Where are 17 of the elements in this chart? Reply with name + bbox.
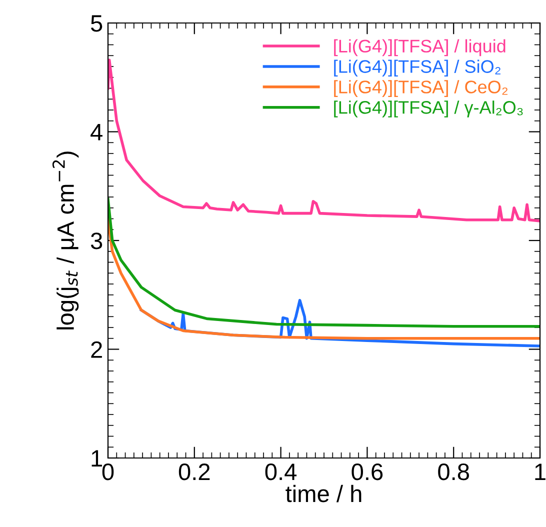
x-tick-label: 0.6: [352, 463, 383, 480]
y-tick-label: 1: [92, 450, 102, 467]
legend-label: [Li(G4)][TFSA] / liquid: [334, 39, 506, 56]
legend-label: [Li(G4)][TFSA] / SiO₂: [334, 60, 500, 77]
legend-label: [Li(G4)][TFSA] / γ-Al₂O₃: [334, 100, 523, 118]
x-tick-label: 0.8: [438, 463, 469, 480]
x-axis-title: time / h: [286, 484, 362, 502]
y-tick-label: 3: [90, 232, 102, 250]
x-tick-label: 0: [102, 463, 114, 480]
y-axis-title: log(j$_{st}$ / μA cm$^{−2}$): [52, 152, 79, 330]
legend-label: [Li(G4)][TFSA] / CeO₂: [334, 80, 508, 97]
x-tick-label: 1: [535, 464, 546, 480]
y-tick-label: 4: [90, 124, 102, 140]
y-tick-label: 5: [90, 15, 102, 32]
y-tick-label: 2: [91, 341, 102, 358]
x-tick-label: 0.2: [178, 463, 210, 480]
x-tick-label: 0.4: [265, 463, 297, 480]
